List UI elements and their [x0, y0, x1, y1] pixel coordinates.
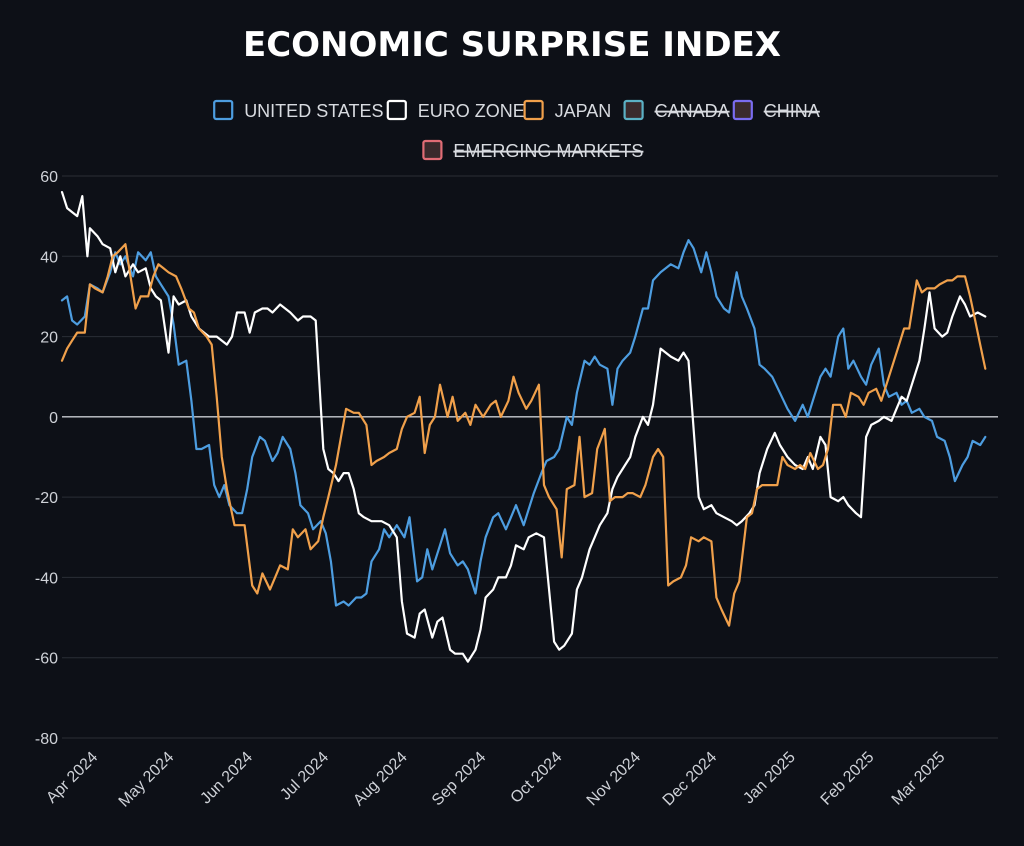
x-tick-label: Jul 2024 [277, 749, 332, 804]
y-tick-label: 40 [40, 249, 58, 266]
series-line-japan [60, 243, 987, 627]
legend-swatch [732, 99, 753, 121]
legend-swatch [386, 99, 407, 121]
grid-lines [62, 175, 998, 739]
legend-swatch [623, 99, 644, 121]
y-tick-label: -20 [35, 490, 58, 507]
y-tick-label: -40 [35, 570, 58, 587]
x-tick-label: May 2024 [116, 749, 178, 811]
legend-item-china[interactable]: CHINA [732, 99, 820, 121]
y-tick-label: 60 [40, 169, 58, 186]
x-tick-label: Jun 2024 [197, 749, 256, 808]
legend: UNITED STATES EURO ZONE JAPAN CANADA CHINA EM… [213, 99, 820, 161]
y-tick-label: 20 [40, 330, 58, 347]
legend-swatch [523, 99, 544, 121]
series-line-united-states [60, 239, 987, 607]
legend-swatch [213, 99, 234, 121]
legend-label: JAPAN [555, 101, 612, 121]
x-tick-label: Dec 2024 [660, 749, 721, 810]
legend-label: UNITED STATES [244, 101, 383, 121]
x-tick-label: Sep 2024 [429, 749, 490, 810]
legend-swatch [422, 139, 443, 161]
legend-item-japan[interactable]: JAPAN [523, 99, 612, 121]
legend-item-euro-zone[interactable]: EURO ZONE [386, 99, 525, 121]
x-axis: Apr 2024 May 2024 Jun 2024 Jul 2024 Aug 2024… [43, 749, 948, 811]
x-tick-label: Oct 2024 [508, 749, 566, 807]
legend-item-united-states[interactable]: UNITED STATES [213, 99, 384, 121]
chart-title: ECONOMIC SURPRISE INDEX [243, 25, 781, 65]
legend-label: EURO ZONE [418, 101, 525, 121]
y-axis: 60 40 20 0 -20 -40 -60 -80 [35, 169, 58, 748]
x-tick-label: Apr 2024 [43, 749, 101, 807]
x-tick-label: Jan 2025 [740, 749, 799, 808]
y-tick-label: -80 [35, 731, 58, 748]
y-tick-label: 0 [49, 410, 58, 427]
legend-item-canada[interactable]: CANADA [623, 99, 730, 121]
x-tick-label: Feb 2025 [818, 749, 878, 809]
y-tick-label: -60 [35, 651, 58, 668]
x-tick-label: Nov 2024 [584, 749, 645, 810]
x-tick-label: Mar 2025 [889, 749, 949, 809]
legend-item-emerging-markets[interactable]: EMERGING MARKETS [422, 139, 643, 161]
x-tick-label: Aug 2024 [350, 749, 411, 810]
plot-area [60, 191, 987, 663]
series-line-euro-zone [60, 191, 987, 663]
